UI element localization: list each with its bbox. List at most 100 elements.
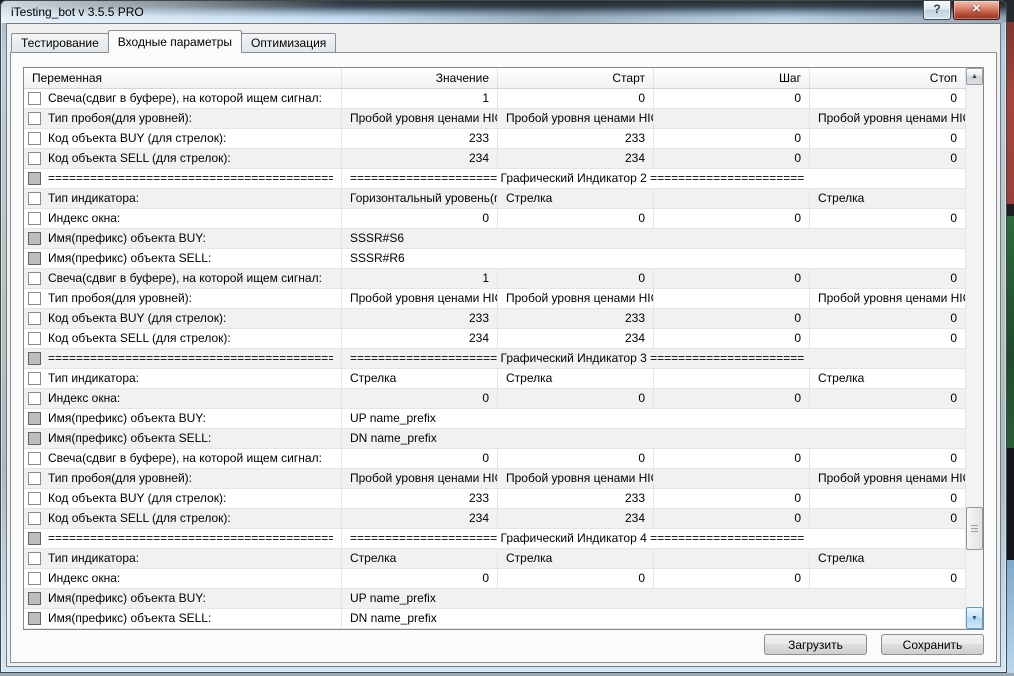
row-checkbox[interactable] bbox=[28, 192, 41, 205]
row-checkbox[interactable] bbox=[28, 332, 41, 345]
cell-stop[interactable]: 0 bbox=[810, 129, 966, 148]
row-checkbox[interactable] bbox=[28, 372, 41, 385]
row-checkbox[interactable] bbox=[28, 552, 41, 565]
cell-step[interactable] bbox=[654, 109, 810, 128]
cell-value[interactable]: 234 bbox=[342, 149, 498, 168]
cell-start[interactable]: Стрелка bbox=[498, 189, 654, 208]
cell-stop[interactable]: 0 bbox=[810, 309, 966, 328]
cell-stop[interactable]: Пробой уровня ценами HIG... bbox=[810, 289, 966, 308]
cell-step[interactable]: 0 bbox=[654, 269, 810, 288]
table-row[interactable]: Код объекта SELL (для стрелок): 234 234 0 0 bbox=[24, 149, 966, 169]
tab-optimization[interactable]: Оптимизация bbox=[241, 33, 337, 52]
cell-value[interactable]: Горизонтальный уровень(п... bbox=[342, 189, 498, 208]
cell-step[interactable]: 0 bbox=[654, 489, 810, 508]
column-header[interactable]: Шаг bbox=[654, 68, 810, 88]
row-span-value[interactable]: UP name_prefix bbox=[342, 409, 966, 428]
table-row[interactable]: Тип индикатора: Стрелка Стрелка Стрелка bbox=[24, 549, 966, 569]
row-checkbox[interactable] bbox=[28, 92, 41, 105]
column-header[interactable]: Значение bbox=[342, 68, 498, 88]
cell-start[interactable]: 0 bbox=[498, 449, 654, 468]
cell-step[interactable]: 0 bbox=[654, 89, 810, 108]
cell-step[interactable]: 0 bbox=[654, 449, 810, 468]
cell-stop[interactable]: 0 bbox=[810, 489, 966, 508]
table-row[interactable]: Тип пробоя(для уровней): Пробой уровня це… bbox=[24, 289, 966, 309]
table-row[interactable]: Код объекта BUY (для стрелок): 233 233 0 0 bbox=[24, 489, 966, 509]
table-row[interactable]: ========================================… bbox=[24, 169, 966, 189]
table-row[interactable]: Имя(префикс) объекта SELL: DN name_prefix bbox=[24, 429, 966, 449]
cell-stop[interactable]: Стрелка bbox=[810, 549, 966, 568]
cell-stop[interactable]: 0 bbox=[810, 389, 966, 408]
load-button[interactable]: Загрузить bbox=[764, 634, 867, 655]
row-checkbox[interactable] bbox=[28, 492, 41, 505]
table-row[interactable]: ========================================… bbox=[24, 529, 966, 549]
table-row[interactable]: Индекс окна: 0 0 0 0 bbox=[24, 209, 966, 229]
column-header[interactable]: Переменная bbox=[24, 68, 342, 88]
cell-start[interactable]: 0 bbox=[498, 209, 654, 228]
row-checkbox[interactable] bbox=[28, 312, 41, 325]
cell-stop[interactable]: 0 bbox=[810, 209, 966, 228]
cell-value[interactable]: 0 bbox=[342, 569, 498, 588]
column-header[interactable]: Старт bbox=[498, 68, 654, 88]
row-checkbox[interactable] bbox=[28, 212, 41, 225]
cell-step[interactable]: 0 bbox=[654, 129, 810, 148]
cell-start[interactable]: 234 bbox=[498, 509, 654, 528]
table-row[interactable]: Код объекта BUY (для стрелок): 233 233 0 0 bbox=[24, 309, 966, 329]
close-button[interactable]: ✕ bbox=[953, 1, 1000, 20]
scrollbar-track[interactable] bbox=[966, 85, 983, 607]
row-checkbox[interactable] bbox=[28, 112, 41, 125]
cell-start[interactable]: 0 bbox=[498, 269, 654, 288]
row-checkbox[interactable] bbox=[28, 452, 41, 465]
cell-start[interactable]: 233 bbox=[498, 129, 654, 148]
row-span-value[interactable]: ===================== Графический Индика… bbox=[342, 169, 966, 188]
cell-stop[interactable]: Пробой уровня ценами HIG... bbox=[810, 109, 966, 128]
cell-start[interactable]: 0 bbox=[498, 569, 654, 588]
table-row[interactable]: Код объекта BUY (для стрелок): 233 233 0 0 bbox=[24, 129, 966, 149]
cell-step[interactable] bbox=[654, 189, 810, 208]
table-row[interactable]: Имя(префикс) объекта SELL: DN name_prefix bbox=[24, 609, 966, 629]
table-row[interactable]: Имя(префикс) объекта SELL: SSSR#R6 bbox=[24, 249, 966, 269]
cell-stop[interactable]: 0 bbox=[810, 569, 966, 588]
cell-value[interactable]: Стрелка bbox=[342, 369, 498, 388]
cell-stop[interactable]: 0 bbox=[810, 89, 966, 108]
table-row[interactable]: Тип индикатора: Стрелка Стрелка Стрелка bbox=[24, 369, 966, 389]
cell-start[interactable]: 0 bbox=[498, 89, 654, 108]
table-row[interactable]: Индекс окна: 0 0 0 0 bbox=[24, 389, 966, 409]
row-checkbox[interactable] bbox=[28, 132, 41, 145]
cell-start[interactable]: 233 bbox=[498, 309, 654, 328]
cell-step[interactable]: 0 bbox=[654, 149, 810, 168]
cell-value[interactable]: 233 bbox=[342, 129, 498, 148]
cell-start[interactable]: Пробой уровня ценами HIG... bbox=[498, 109, 654, 128]
cell-value[interactable]: Пробой уровня ценами HIG... bbox=[342, 109, 498, 128]
table-row[interactable]: ========================================… bbox=[24, 349, 966, 369]
cell-stop[interactable]: 0 bbox=[810, 509, 966, 528]
row-checkbox[interactable] bbox=[28, 472, 41, 485]
cell-start[interactable]: Пробой уровня ценами HIG... bbox=[498, 469, 654, 488]
cell-value[interactable]: Пробой уровня ценами HIG... bbox=[342, 469, 498, 488]
table-row[interactable]: Тип пробоя(для уровней): Пробой уровня це… bbox=[24, 469, 966, 489]
row-span-value[interactable]: DN name_prefix bbox=[342, 609, 966, 628]
cell-stop[interactable]: 0 bbox=[810, 269, 966, 288]
cell-start[interactable]: 234 bbox=[498, 329, 654, 348]
cell-step[interactable]: 0 bbox=[654, 309, 810, 328]
cell-value[interactable]: 233 bbox=[342, 489, 498, 508]
row-checkbox[interactable] bbox=[28, 512, 41, 525]
help-button[interactable]: ? bbox=[923, 1, 951, 20]
cell-value[interactable]: 0 bbox=[342, 209, 498, 228]
scrollbar-thumb[interactable] bbox=[966, 507, 983, 550]
cell-step[interactable]: 0 bbox=[654, 209, 810, 228]
row-span-value[interactable]: UP name_prefix bbox=[342, 589, 966, 608]
cell-step[interactable]: 0 bbox=[654, 329, 810, 348]
vertical-scrollbar[interactable]: ▲ ▼ bbox=[966, 68, 983, 629]
cell-start[interactable]: 0 bbox=[498, 389, 654, 408]
cell-value[interactable]: 0 bbox=[342, 389, 498, 408]
row-span-value[interactable]: DN name_prefix bbox=[342, 429, 966, 448]
table-row[interactable]: Код объекта SELL (для стрелок): 234 234 0 0 bbox=[24, 329, 966, 349]
cell-step[interactable] bbox=[654, 549, 810, 568]
save-button[interactable]: Сохранить bbox=[881, 634, 984, 655]
row-checkbox[interactable] bbox=[28, 272, 41, 285]
row-checkbox[interactable] bbox=[28, 292, 41, 305]
cell-stop[interactable]: 0 bbox=[810, 449, 966, 468]
cell-stop[interactable]: Пробой уровня ценами HIG... bbox=[810, 469, 966, 488]
cell-start[interactable]: Стрелка bbox=[498, 369, 654, 388]
row-checkbox[interactable] bbox=[28, 152, 41, 165]
